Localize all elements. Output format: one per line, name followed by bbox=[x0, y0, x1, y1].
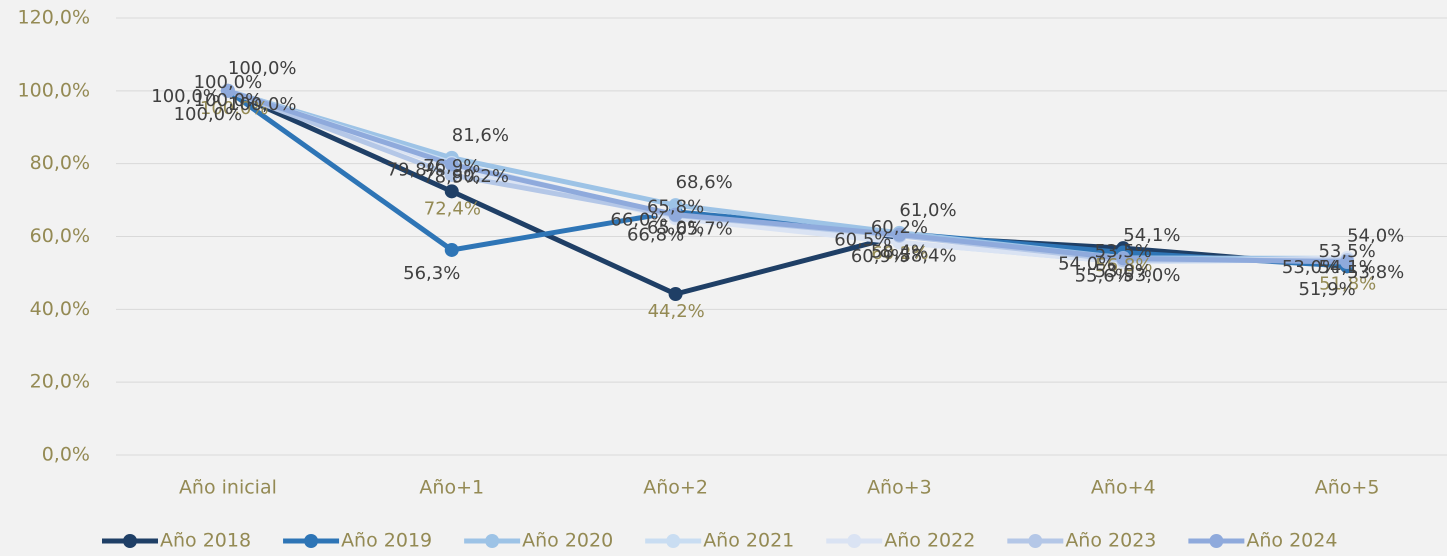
data-label: 58,4% bbox=[899, 245, 956, 266]
legend-label: Año 2019 bbox=[341, 530, 432, 552]
data-label: 53,5% bbox=[1095, 241, 1152, 262]
data-label: 56,8% bbox=[1095, 255, 1152, 276]
data-point bbox=[444, 167, 459, 182]
data-label: 60,2% bbox=[871, 243, 928, 264]
data-point bbox=[444, 184, 459, 199]
legend-marker bbox=[123, 534, 137, 548]
legend-item: Año 2023 bbox=[1007, 530, 1156, 552]
data-label: 76,9% bbox=[423, 156, 480, 177]
data-label: 55,6% bbox=[1075, 266, 1132, 287]
x-tick-label: Año+4 bbox=[1091, 477, 1156, 499]
data-point bbox=[444, 242, 459, 257]
y-tick-label: 100,0% bbox=[18, 79, 90, 101]
data-label: 60,9% bbox=[851, 246, 908, 267]
data-label: 60,2% bbox=[871, 217, 928, 238]
data-label: 68,6% bbox=[676, 172, 733, 193]
legend-label: Año 2020 bbox=[522, 530, 613, 552]
x-tick-label: Año+2 bbox=[643, 477, 708, 499]
x-tick-label: Año+1 bbox=[419, 477, 484, 499]
data-label: 44,2% bbox=[648, 301, 705, 322]
legend-item: Año 2018 bbox=[102, 530, 251, 552]
data-label: 53,0% bbox=[1095, 261, 1152, 282]
data-point bbox=[892, 227, 907, 242]
data-label: 100,0% bbox=[151, 86, 220, 107]
data-point bbox=[668, 287, 683, 302]
data-label: 72,4% bbox=[424, 198, 481, 219]
legend-item: Año 2022 bbox=[826, 530, 975, 552]
data-label: 100,0% bbox=[228, 94, 297, 115]
data-label: 54,0% bbox=[1058, 253, 1115, 274]
data-label: 100,0% bbox=[200, 98, 269, 119]
legend-label: Año 2024 bbox=[1246, 530, 1337, 552]
y-tick-label: 120,0% bbox=[18, 7, 90, 29]
data-point bbox=[668, 207, 683, 222]
data-label: 100,0% bbox=[228, 58, 297, 79]
legend-marker bbox=[485, 534, 500, 548]
legend-label: Año 2023 bbox=[1065, 530, 1156, 552]
data-point bbox=[1116, 251, 1131, 266]
y-tick-label: 0,0% bbox=[42, 444, 90, 466]
data-label: 66,0% bbox=[610, 210, 667, 231]
data-label: 54,1% bbox=[1318, 257, 1375, 278]
data-label: 66,8% bbox=[627, 225, 684, 246]
series-line bbox=[226, 88, 1348, 297]
y-tick-label: 40,0% bbox=[30, 298, 90, 320]
series-line bbox=[227, 88, 1348, 265]
x-tick-label: Año+5 bbox=[1315, 477, 1380, 499]
data-label: 100,0% bbox=[174, 104, 243, 125]
data-label: 56,3% bbox=[403, 263, 460, 284]
data-point bbox=[1340, 254, 1355, 269]
y-tick-label: 20,0% bbox=[30, 371, 90, 393]
data-label: 65,0% bbox=[647, 217, 704, 238]
legend-marker bbox=[847, 534, 862, 548]
data-label: 80,2% bbox=[452, 166, 509, 187]
x-tick-label: Año+3 bbox=[867, 477, 932, 499]
legend-label: Año 2021 bbox=[703, 530, 794, 552]
data-label: 81,6% bbox=[452, 125, 509, 146]
data-label: 60,5% bbox=[834, 230, 891, 251]
data-label: 54,1% bbox=[1123, 225, 1180, 246]
data-label: 100,0% bbox=[194, 90, 263, 111]
y-tick-label: 60,0% bbox=[30, 225, 90, 247]
legend-marker bbox=[666, 534, 681, 548]
data-label: 53,0% bbox=[1123, 265, 1180, 286]
data-label: 65,7% bbox=[676, 219, 733, 240]
y-tick-label: 80,0% bbox=[30, 152, 90, 174]
legend-label: Año 2018 bbox=[160, 530, 251, 552]
legend-marker bbox=[1028, 534, 1043, 548]
data-label: 53,5% bbox=[1318, 241, 1375, 262]
data-label: 79,8% bbox=[387, 159, 444, 180]
legend-item: Año 2019 bbox=[283, 530, 432, 552]
data-label: 61,0% bbox=[899, 200, 956, 221]
data-point bbox=[220, 83, 235, 98]
data-label: 58,4% bbox=[871, 241, 928, 262]
legend-item: Año 2021 bbox=[645, 530, 794, 552]
legend-marker bbox=[304, 534, 319, 548]
data-label: 51,8% bbox=[1319, 273, 1376, 294]
data-label: 54,0% bbox=[1347, 225, 1404, 246]
data-point bbox=[444, 157, 459, 172]
data-label: 53,8% bbox=[1347, 262, 1404, 283]
legend-label: Año 2022 bbox=[884, 530, 975, 552]
legend-item: Año 2024 bbox=[1188, 530, 1337, 552]
data-label: 51,9% bbox=[1298, 279, 1355, 300]
x-tick-label: Año inicial bbox=[179, 477, 277, 499]
legend-item: Año 2020 bbox=[464, 530, 613, 552]
data-label: 53,0% bbox=[1282, 257, 1339, 278]
legend-marker bbox=[1209, 534, 1224, 548]
data-label: 65,8% bbox=[647, 196, 704, 217]
data-label: 78,9% bbox=[423, 167, 480, 188]
data-label: 100,0% bbox=[194, 72, 263, 93]
